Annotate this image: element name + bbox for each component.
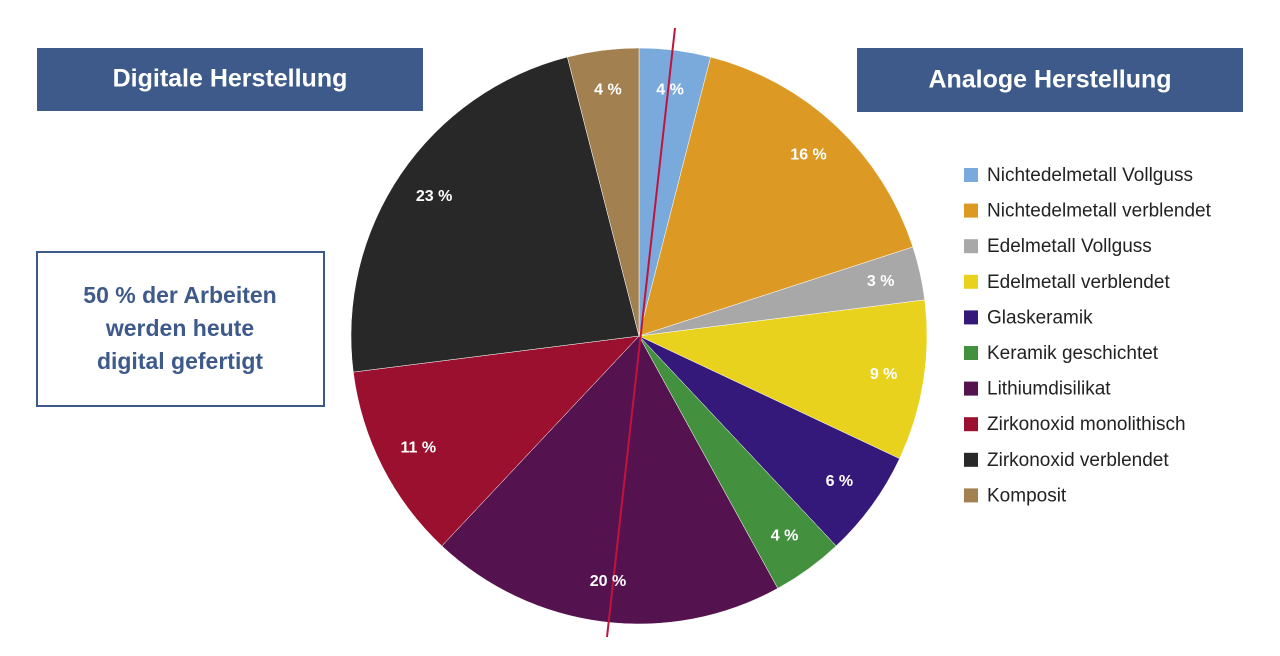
slice-label: 20 % bbox=[590, 573, 626, 590]
pie-slice bbox=[567, 47, 640, 337]
legend-swatch bbox=[964, 203, 978, 218]
digital-header: Digitale Herstellung bbox=[113, 65, 348, 93]
note-line: 50 % der Arbeiten bbox=[83, 282, 276, 308]
legend-label: Edelmetall Vollguss bbox=[987, 236, 1152, 257]
pie-slice bbox=[441, 335, 779, 625]
legend-label: Keramik geschichtet bbox=[987, 343, 1159, 364]
legend-label: Lithiumdisilikat bbox=[987, 379, 1111, 400]
analog-header-box bbox=[857, 48, 1243, 112]
slice-label: 4 % bbox=[594, 81, 622, 98]
legend-label: Zirkonoxid monolithisch bbox=[987, 414, 1186, 435]
legend-label: Zirkonoxid verblendet bbox=[987, 450, 1169, 471]
slice-label: 4 % bbox=[656, 81, 684, 98]
note-box bbox=[36, 251, 325, 407]
legend-swatch bbox=[964, 239, 978, 254]
slice-label: 23 % bbox=[416, 188, 452, 205]
legend-label: Glaskeramik bbox=[987, 307, 1093, 328]
slice-label: 4 % bbox=[771, 528, 799, 545]
slice-label: 9 % bbox=[870, 366, 898, 383]
pie-slice bbox=[638, 299, 928, 459]
legend-label: Nichtedelmetall Vollguss bbox=[987, 165, 1193, 186]
legend-swatch bbox=[964, 488, 978, 503]
legend-swatch bbox=[964, 274, 978, 289]
legend-label: Edelmetall verblendet bbox=[987, 272, 1170, 293]
legend-swatch bbox=[964, 417, 978, 432]
legend-label: Nichtedelmetall verblendet bbox=[987, 201, 1212, 222]
legend-swatch bbox=[964, 381, 978, 396]
note-line: digital gefertigt bbox=[97, 348, 263, 374]
note-line: werden heute bbox=[105, 315, 254, 341]
digital-header-box bbox=[37, 48, 423, 111]
legend-swatch bbox=[964, 452, 978, 467]
legend-swatch bbox=[964, 346, 978, 360]
pie-slice bbox=[638, 56, 914, 337]
legend-swatch bbox=[964, 310, 978, 325]
slice-label: 3 % bbox=[867, 273, 895, 290]
slice-label: 6 % bbox=[826, 473, 854, 490]
pie-slice bbox=[350, 56, 640, 373]
pie-slice bbox=[352, 335, 640, 547]
legend-label: Komposit bbox=[987, 485, 1067, 506]
divider-line bbox=[606, 27, 676, 638]
legend-swatch bbox=[964, 168, 978, 182]
slice-label: 16 % bbox=[790, 147, 826, 164]
slice-label: 11 % bbox=[401, 440, 437, 457]
analog-header: Analoge Herstellung bbox=[928, 66, 1171, 94]
